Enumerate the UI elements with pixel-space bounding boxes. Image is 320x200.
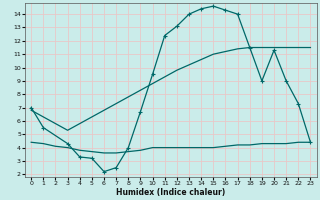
X-axis label: Humidex (Indice chaleur): Humidex (Indice chaleur) [116,188,226,197]
